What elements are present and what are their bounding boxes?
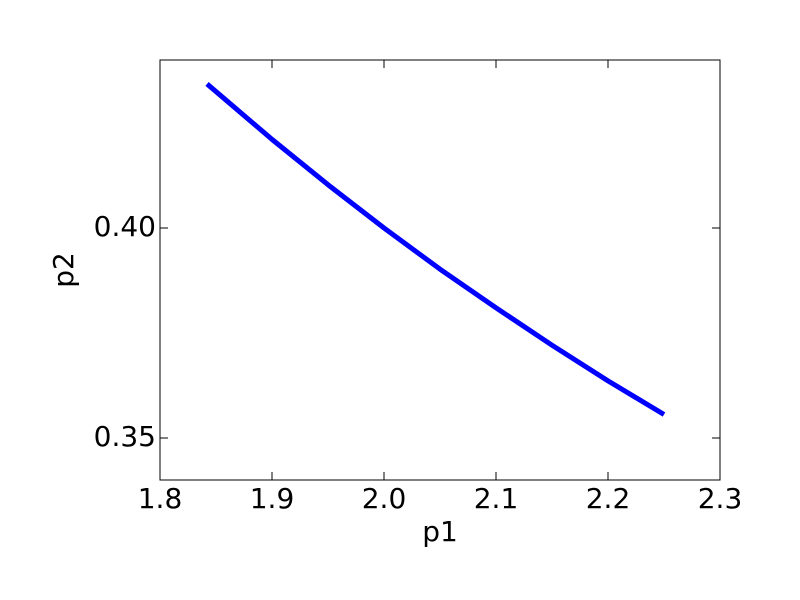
y-tick-label: 0.35	[94, 420, 156, 453]
plot-frame	[159, 59, 721, 481]
data-line	[205, 82, 666, 417]
x-axis-label: p1	[422, 515, 458, 548]
y-axis-label: p2	[47, 252, 80, 288]
x-tick-label: 2.1	[474, 482, 519, 515]
x-tick-label: 1.8	[138, 482, 183, 515]
x-tick-label: 2.0	[362, 482, 407, 515]
x-tick-label: 2.2	[586, 482, 631, 515]
x-tick-label: 2.3	[698, 482, 743, 515]
y-tick-label: 0.40	[94, 210, 156, 243]
x-tick-label: 1.9	[250, 482, 295, 515]
